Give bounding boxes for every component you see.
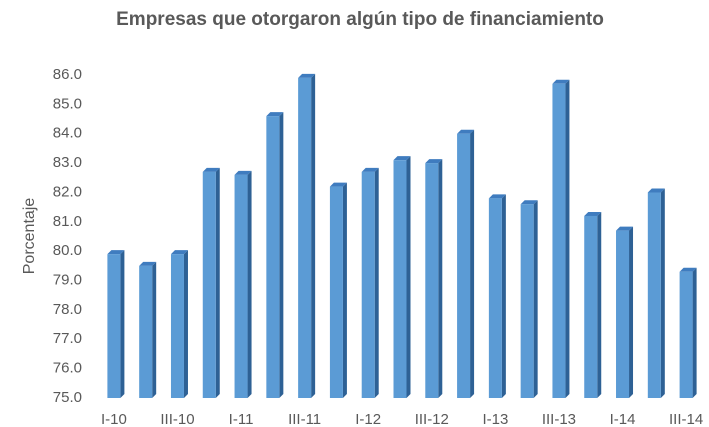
bar-side [120, 250, 125, 398]
x-tick-label: III-13 [542, 411, 576, 427]
bar-side [470, 129, 475, 398]
bar-top [425, 159, 443, 164]
bar-side [183, 250, 188, 398]
y-tick-label: 82.0 [53, 183, 82, 200]
y-tick-label: 80.0 [53, 242, 82, 259]
bar-top [202, 167, 220, 172]
bar [107, 254, 121, 398]
y-tick-label: 83.0 [53, 154, 82, 171]
bar [170, 254, 184, 398]
bar-side [660, 188, 665, 398]
y-tick-label: 81.0 [53, 213, 82, 230]
bar-top [616, 226, 634, 231]
y-tick-label: 76.0 [53, 360, 82, 377]
bar-side [215, 167, 220, 398]
y-tick-label: 85.0 [53, 95, 82, 112]
y-tick-label: 79.0 [53, 272, 82, 289]
bar [679, 271, 693, 398]
bar-top [520, 200, 538, 205]
y-tick-label: 86.0 [53, 66, 82, 83]
bar [425, 163, 439, 398]
bar-top [170, 250, 188, 255]
bar-side [342, 182, 347, 398]
bar [552, 83, 566, 399]
bar [616, 230, 630, 398]
y-tick-label: 77.0 [53, 330, 82, 347]
bar [393, 160, 407, 398]
bar-top [679, 267, 697, 272]
bar-side [152, 261, 157, 398]
bar-top [234, 170, 252, 175]
y-tick-label: 84.0 [53, 125, 82, 142]
bar-side [501, 194, 506, 398]
bar-side [374, 167, 379, 398]
bar-side [279, 112, 284, 398]
x-tick-label: III-11 [288, 411, 321, 427]
x-tick-label: III-10 [160, 411, 194, 427]
x-tick-label: III-12 [415, 411, 449, 427]
bar-top [457, 129, 475, 134]
bar-side [597, 211, 602, 398]
bar-top [488, 194, 506, 199]
bar [647, 192, 661, 398]
bar-side [533, 200, 538, 398]
bar-side [438, 159, 443, 398]
bar-top [393, 156, 411, 161]
x-tick-label: I-14 [610, 411, 636, 427]
bar [298, 77, 312, 398]
chart-title: Empresas que otorgaron algún tipo de fin… [116, 9, 604, 30]
bar [234, 174, 248, 398]
bar [202, 171, 216, 398]
bar-top [139, 261, 157, 266]
bar [488, 198, 502, 398]
bar [457, 133, 471, 398]
bar-side [406, 156, 411, 398]
bar-side [692, 267, 697, 398]
bar [139, 265, 153, 398]
x-tick-label: I-10 [101, 411, 127, 427]
bar-side [565, 79, 570, 399]
y-axis-label: Porcentaje [21, 198, 38, 275]
x-tick-label: III-14 [669, 411, 703, 427]
bar-top [107, 250, 125, 255]
bar-top [584, 211, 602, 216]
bar-top [647, 188, 665, 193]
bar-top [552, 79, 570, 84]
bar-side [247, 170, 252, 398]
y-tick-label: 78.0 [53, 301, 82, 318]
bar [329, 186, 343, 398]
bar-side [629, 226, 634, 398]
bar-side [311, 73, 316, 398]
bar [520, 204, 534, 398]
bar-top [329, 182, 347, 187]
y-tick-label: 75.0 [53, 389, 82, 406]
bar [584, 215, 598, 398]
bar [266, 116, 280, 398]
x-tick-label: I-13 [482, 411, 508, 427]
x-tick-label: I-12 [355, 411, 381, 427]
x-tick-label: I-11 [229, 411, 254, 427]
bar-top [298, 73, 316, 78]
bar-top [266, 112, 284, 117]
bar-top [361, 167, 379, 172]
bar [361, 171, 375, 398]
